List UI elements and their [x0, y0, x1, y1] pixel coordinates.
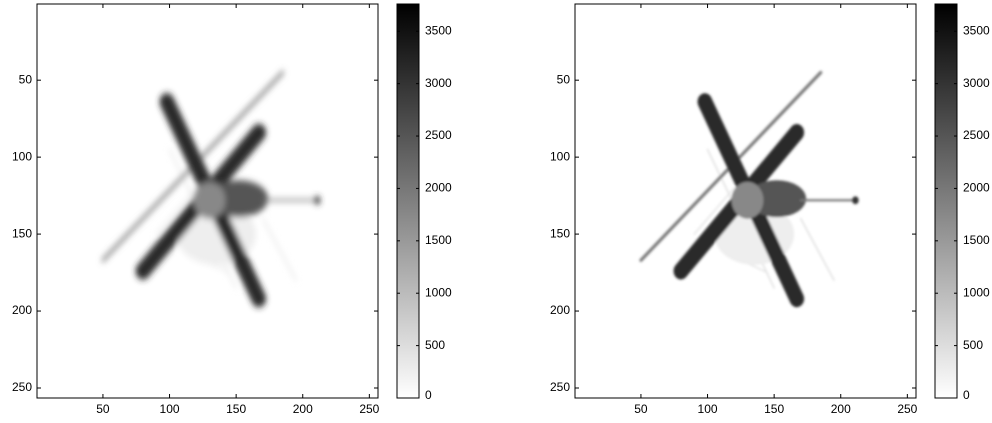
colorbar-tick-label: 2500 [425, 128, 452, 142]
image [37, 4, 378, 398]
image [575, 4, 916, 398]
y-tick-label: 200 [550, 303, 570, 317]
colorbar-tick-label: 1000 [425, 285, 452, 299]
colorbar-tick-label: 1500 [963, 233, 990, 247]
x-tick-label: 100 [698, 402, 718, 416]
colorbar-tick-label: 0 [425, 388, 432, 402]
y-tick-label: 250 [12, 380, 32, 394]
colorbar-tick-label: 1000 [963, 285, 990, 299]
axes-box [36, 3, 379, 399]
x-tick-label: 100 [160, 402, 180, 416]
x-tick-label: 50 [96, 402, 110, 416]
colorbar-tick-label: 3500 [963, 23, 990, 37]
colorbar-tick-label: 3000 [425, 76, 452, 90]
axes-box [574, 3, 917, 399]
colorbar-tick-label: 500 [425, 338, 445, 352]
y-tick-label: 150 [12, 226, 32, 240]
colorbar-tick-label: 500 [963, 338, 983, 352]
colorbar-tick-label: 2000 [425, 181, 452, 195]
colorbar-tick-label: 1500 [425, 233, 452, 247]
image-axes: 50 100 150 200 25050100150200250050010001500… [12, 3, 452, 416]
y-tick-label: 150 [550, 226, 570, 240]
x-tick-label: 50 [634, 402, 648, 416]
y-tick-label: 50 [557, 72, 571, 86]
y-tick-label: 100 [550, 149, 570, 163]
colorbar-tick-label: 0 [963, 388, 970, 402]
colorbar [396, 3, 420, 399]
x-tick-label: 150 [764, 402, 784, 416]
x-tick-label: 250 [359, 402, 379, 416]
y-tick-label: 50 [19, 72, 33, 86]
y-tick-label: 250 [550, 380, 570, 394]
y-tick-label: 100 [12, 149, 32, 163]
x-tick-label: 250 [897, 402, 917, 416]
colorbar-tick-label: 3500 [425, 23, 452, 37]
colorbar-tick-label: 2000 [963, 181, 990, 195]
x-tick-label: 150 [226, 402, 246, 416]
colorbar [934, 3, 958, 399]
x-tick-label: 200 [831, 402, 851, 416]
x-tick-label: 200 [293, 402, 313, 416]
y-tick-label: 200 [12, 303, 32, 317]
colorbar-tick-label: 2500 [963, 128, 990, 142]
colorbar-tick-label: 3000 [963, 76, 990, 90]
image-axes: 50 100 150 200 25050100150200250050010001500… [550, 3, 990, 416]
